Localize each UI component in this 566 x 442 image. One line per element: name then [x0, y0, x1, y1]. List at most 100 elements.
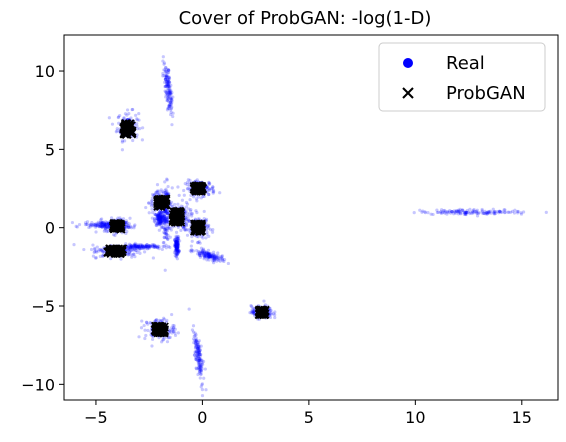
- real-point: [175, 242, 179, 246]
- real-point: [163, 66, 168, 70]
- real-point: [191, 330, 196, 334]
- real-point: [170, 123, 174, 127]
- real-point: [159, 220, 163, 224]
- real-point: [151, 337, 155, 342]
- real-point: [163, 216, 167, 220]
- real-point: [173, 239, 178, 244]
- real-point: [187, 219, 191, 223]
- real-point: [185, 187, 190, 191]
- real-point: [163, 180, 167, 184]
- real-point: [159, 222, 163, 226]
- real-point: [174, 247, 178, 252]
- real-point: [168, 89, 173, 93]
- real-point: [164, 77, 168, 81]
- real-point: [165, 84, 170, 88]
- real-point: [176, 245, 180, 249]
- real-point: [89, 247, 94, 252]
- real-point: [160, 224, 164, 228]
- real-point: [166, 83, 170, 87]
- real-point: [162, 213, 166, 217]
- real-point: [175, 240, 179, 244]
- real-point: [167, 76, 172, 80]
- real-point: [173, 242, 177, 247]
- real-point: [174, 244, 178, 248]
- real-point: [99, 222, 103, 226]
- real-point: [152, 217, 157, 221]
- real-point: [175, 246, 180, 251]
- real-point: [117, 121, 121, 125]
- real-point: [184, 218, 188, 222]
- real-point: [172, 244, 177, 248]
- real-point: [165, 340, 170, 344]
- real-point: [202, 209, 206, 214]
- real-point: [128, 216, 132, 220]
- real-point: [143, 250, 147, 254]
- real-point: [175, 247, 179, 251]
- real-point: [164, 231, 168, 235]
- real-point: [206, 224, 210, 228]
- real-point: [165, 98, 169, 103]
- real-point: [164, 215, 168, 219]
- real-point: [174, 245, 178, 249]
- real-point: [135, 250, 139, 255]
- real-point: [163, 231, 167, 235]
- real-point: [153, 217, 157, 221]
- real-point: [169, 97, 173, 101]
- real-point: [163, 268, 167, 272]
- real-point: [158, 217, 162, 221]
- real-point: [158, 215, 162, 219]
- real-point: [107, 116, 111, 120]
- real-point: [169, 228, 173, 232]
- real-point: [165, 218, 169, 222]
- real-point: [150, 216, 154, 220]
- real-point: [155, 217, 160, 221]
- real-point: [165, 220, 169, 224]
- x-tick-label: 15: [512, 408, 532, 427]
- real-point: [174, 240, 178, 244]
- real-point: [175, 241, 179, 245]
- real-point: [162, 236, 166, 240]
- real-point: [439, 211, 443, 215]
- real-point: [163, 217, 167, 221]
- real-point: [147, 211, 151, 215]
- real-point: [174, 240, 178, 245]
- real-point: [153, 221, 158, 225]
- real-point: [165, 76, 169, 80]
- real-point: [158, 216, 163, 220]
- real-point: [163, 227, 167, 231]
- real-point: [172, 250, 177, 255]
- real-point: [196, 367, 200, 371]
- real-point: [161, 218, 165, 223]
- real-point: [160, 340, 164, 344]
- real-point: [140, 138, 144, 142]
- real-point: [159, 215, 163, 219]
- real-point: [163, 218, 167, 222]
- real-point: [162, 217, 166, 221]
- real-point: [170, 204, 174, 208]
- real-point: [174, 248, 179, 252]
- real-point: [200, 393, 205, 398]
- real-point: [207, 255, 212, 259]
- real-point: [165, 98, 170, 102]
- real-point: [169, 112, 173, 117]
- real-point: [186, 187, 190, 191]
- real-point: [175, 252, 179, 257]
- real-point: [205, 230, 209, 234]
- real-point: [176, 250, 180, 254]
- real-point: [167, 94, 171, 98]
- real-point: [157, 220, 161, 224]
- real-point: [165, 190, 169, 194]
- real-point: [174, 243, 178, 247]
- real-point: [123, 112, 128, 116]
- real-point: [190, 235, 194, 239]
- real-point: [163, 68, 167, 72]
- real-point: [163, 221, 167, 225]
- real-point: [156, 215, 160, 219]
- real-point: [174, 245, 178, 249]
- real-point: [100, 217, 104, 221]
- real-point: [168, 226, 172, 230]
- real-point: [175, 244, 179, 248]
- real-point: [175, 244, 179, 248]
- real-point: [174, 244, 179, 248]
- real-point: [174, 241, 178, 245]
